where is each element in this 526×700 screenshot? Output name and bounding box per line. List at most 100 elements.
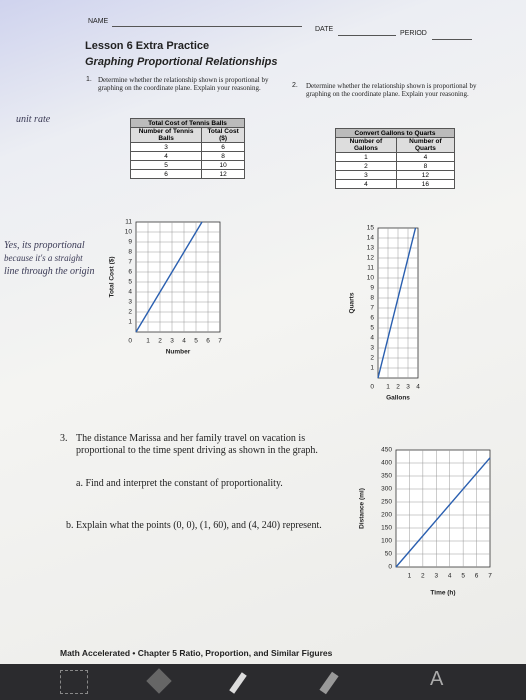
origin-label: 0 — [370, 384, 374, 391]
table-cell: 12 — [201, 169, 245, 179]
problem-text: Determine whether the relationship shown… — [98, 76, 269, 92]
x-axis-label: Time (h) — [430, 590, 455, 597]
y-tick-label: 1 — [128, 319, 132, 326]
table-row: 5 10 — [129, 160, 245, 170]
table-header: Total Cost ($) — [201, 127, 245, 143]
date-label: DATE — [315, 26, 334, 33]
problem-number: 3. — [60, 433, 68, 444]
x-tick-label: 1 — [146, 338, 150, 345]
y-axis-label: Total Cost ($) — [109, 256, 116, 297]
y-tick-label: 1 — [370, 365, 374, 372]
y-tick-label: 2 — [370, 355, 374, 362]
table-row: 4 16 — [335, 179, 456, 189]
table-title: Convert Gallons to Quarts — [335, 128, 455, 138]
y-tick-label: 5 — [128, 279, 132, 286]
x-tick-label: 1 — [408, 573, 412, 580]
problem-text: Determine whether the relationship shown… — [306, 82, 477, 98]
footer: Math Accelerated • Chapter 5 Ratio, Prop… — [60, 648, 333, 658]
table-header: Number of Quarts — [395, 137, 456, 153]
table-row: Number of Tennis Balls Total Cost ($) — [129, 127, 245, 143]
y-tick-label: 4 — [370, 335, 374, 342]
y-tick-label: 200 — [381, 512, 392, 519]
y-tick-label: 15 — [367, 225, 375, 232]
x-axis-label: Gallons — [386, 395, 410, 402]
handwritten-answer: Yes, its proportional — [4, 240, 85, 251]
lesson-title: Lesson 6 Extra Practice — [85, 40, 210, 52]
graph-line — [135, 221, 203, 333]
y-tick-label: 450 — [381, 447, 392, 454]
text-tool[interactable]: A — [430, 668, 444, 690]
graph-line — [395, 457, 491, 568]
y-tick-label: 12 — [367, 255, 375, 262]
y-tick-label: 6 — [370, 315, 374, 322]
y-tick-label: 150 — [381, 525, 392, 532]
table-cell: 12 — [395, 170, 456, 180]
y-tick-label: 300 — [381, 486, 392, 493]
graph-grid — [395, 449, 491, 568]
table-cell: 4 — [129, 151, 203, 161]
x-tick-label: 6 — [206, 338, 210, 345]
y-tick-label: 11 — [125, 219, 132, 226]
x-tick-label: 3 — [406, 384, 410, 391]
y-tick-label: 4 — [128, 289, 132, 296]
x-tick-label: 1 — [386, 384, 390, 391]
y-axis-label: Distance (mi) — [359, 488, 366, 529]
y-tick-label: 3 — [128, 299, 132, 306]
x-tick-label: 2 — [158, 338, 162, 345]
x-tick-label: 4 — [182, 338, 186, 345]
graph-line — [377, 227, 417, 379]
y-tick-label: 2 — [128, 309, 132, 316]
name-line — [112, 26, 302, 27]
table-row: 3 12 — [335, 170, 456, 180]
y-tick-label: 10 — [125, 229, 133, 236]
x-tick-label: 5 — [461, 573, 465, 580]
problem-number: 2. — [292, 82, 298, 89]
table-cell: 8 — [201, 151, 245, 161]
toolbar: A — [0, 664, 526, 700]
period-label: PERIOD — [400, 30, 427, 37]
table-cell: 6 — [201, 142, 245, 152]
table-cell: 4 — [395, 152, 456, 162]
name-label: NAME — [88, 18, 109, 25]
table-title: Total Cost of Tennis Balls — [130, 118, 245, 128]
table-header: Number of Gallons — [335, 137, 397, 153]
table-row: Total Cost of Tennis Balls — [130, 118, 245, 128]
origin-label: 0 — [128, 338, 132, 345]
table-cell: 10 — [201, 160, 245, 170]
y-tick-label: 400 — [381, 460, 392, 467]
table-cell: 3 — [335, 170, 397, 180]
table-row: Number of Gallons Number of Quarts — [335, 137, 456, 153]
y-tick-label: 3 — [370, 345, 374, 352]
x-tick-label: 7 — [218, 338, 222, 345]
y-tick-label: 13 — [367, 245, 375, 252]
x-tick-label: 5 — [194, 338, 198, 345]
y-tick-label: 0 — [388, 564, 392, 571]
select-tool[interactable] — [60, 670, 88, 694]
y-tick-label: 11 — [367, 265, 374, 272]
table-cell: 2 — [335, 161, 397, 171]
table-cell: 1 — [335, 152, 397, 162]
lesson-subtitle: Graphing Proportional Relationships — [85, 56, 278, 68]
x-tick-label: 3 — [434, 573, 438, 580]
table-cell: 6 — [129, 169, 203, 179]
table-cell: 3 — [129, 142, 203, 152]
table-row: 6 12 — [129, 169, 245, 179]
y-axis-label: Quarts — [349, 292, 356, 313]
table-header: Number of Tennis Balls — [129, 127, 203, 143]
handwritten-note: unit rate — [16, 114, 51, 125]
table-cell: 16 — [395, 179, 456, 189]
table-row: Convert Gallons to Quarts — [335, 128, 455, 138]
y-tick-label: 9 — [370, 285, 374, 292]
y-tick-label: 8 — [370, 295, 374, 302]
x-tick-label: 2 — [396, 384, 400, 391]
x-tick-label: 4 — [416, 384, 420, 391]
problem-text: The distance Marissa and her family trav… — [76, 433, 318, 456]
y-tick-label: 250 — [381, 499, 392, 506]
x-tick-label: 6 — [475, 573, 479, 580]
x-tick-label: 2 — [421, 573, 425, 580]
x-tick-label: 4 — [448, 573, 452, 580]
